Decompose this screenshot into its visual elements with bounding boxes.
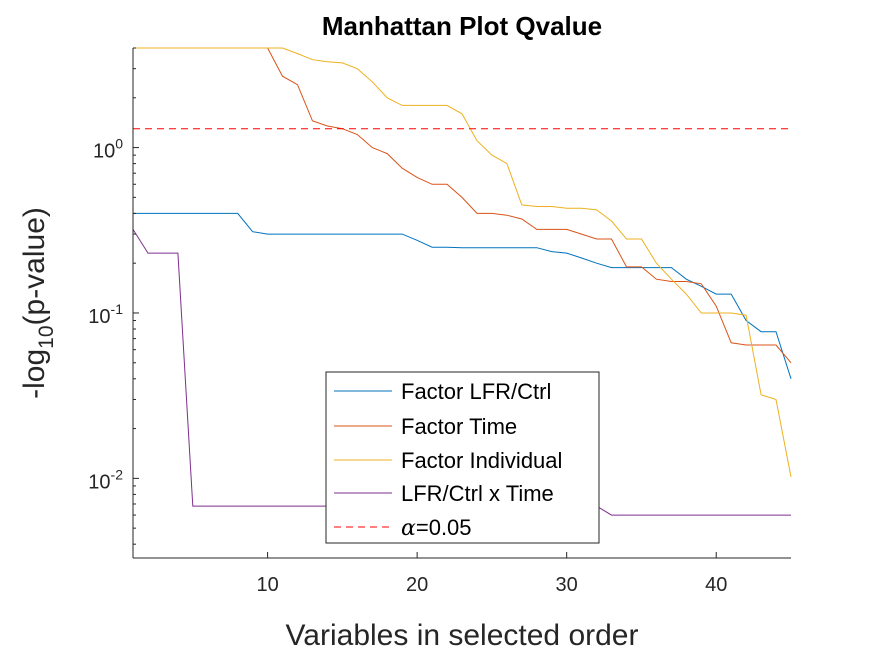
- y-tick-base: 10: [88, 471, 110, 493]
- legend-label-1: Factor LFR/Ctrl: [401, 379, 551, 404]
- series-line-3: [133, 47, 792, 477]
- legend-alpha-value: =0.05: [416, 515, 472, 540]
- legend-label-4: LFR/Ctrl x Time: [401, 481, 554, 506]
- y-tick-exponent: -1: [111, 301, 124, 317]
- legend-label-2: Factor Time: [401, 414, 517, 439]
- x-tick-label: 40: [705, 574, 727, 596]
- y-tick-base: 10: [93, 141, 115, 163]
- legend-label-3: Factor Individual: [401, 448, 562, 473]
- y-tick-exponent: -2: [111, 466, 124, 482]
- y-tick-exponent: 0: [115, 136, 123, 152]
- axes-frame: [132, 48, 791, 559]
- y-tick-label: 100: [93, 136, 123, 163]
- x-axis-label: Variables in selected order: [286, 619, 639, 652]
- y-tick-base: 10: [88, 306, 110, 328]
- y-tick-label: 10-2: [88, 466, 123, 493]
- series-line-1: [133, 212, 792, 379]
- x-tick-label: 10: [256, 574, 278, 596]
- legend-box: [325, 371, 600, 544]
- y-tick-label: 10-1: [88, 301, 123, 328]
- x-tick-label: 30: [556, 574, 578, 596]
- legend-alpha-symbol: α: [401, 516, 416, 541]
- legend-label-5: α=0.05: [401, 515, 472, 541]
- y-axis-label-rest: (p-value): [18, 207, 51, 325]
- legend: Factor LFR/Ctrl Factor Time Factor Individ…: [325, 371, 600, 544]
- chart-title: Manhattan Plot Qvalue: [322, 11, 602, 41]
- legend-entries: Factor LFR/Ctrl Factor Time Factor Individ…: [334, 379, 562, 541]
- y-axis-label: -log10(p-value): [18, 207, 58, 399]
- y-axis-label-subscript: 10: [35, 325, 58, 348]
- y-axis-label-main: -log: [18, 349, 51, 399]
- x-tick-label: 20: [406, 574, 428, 596]
